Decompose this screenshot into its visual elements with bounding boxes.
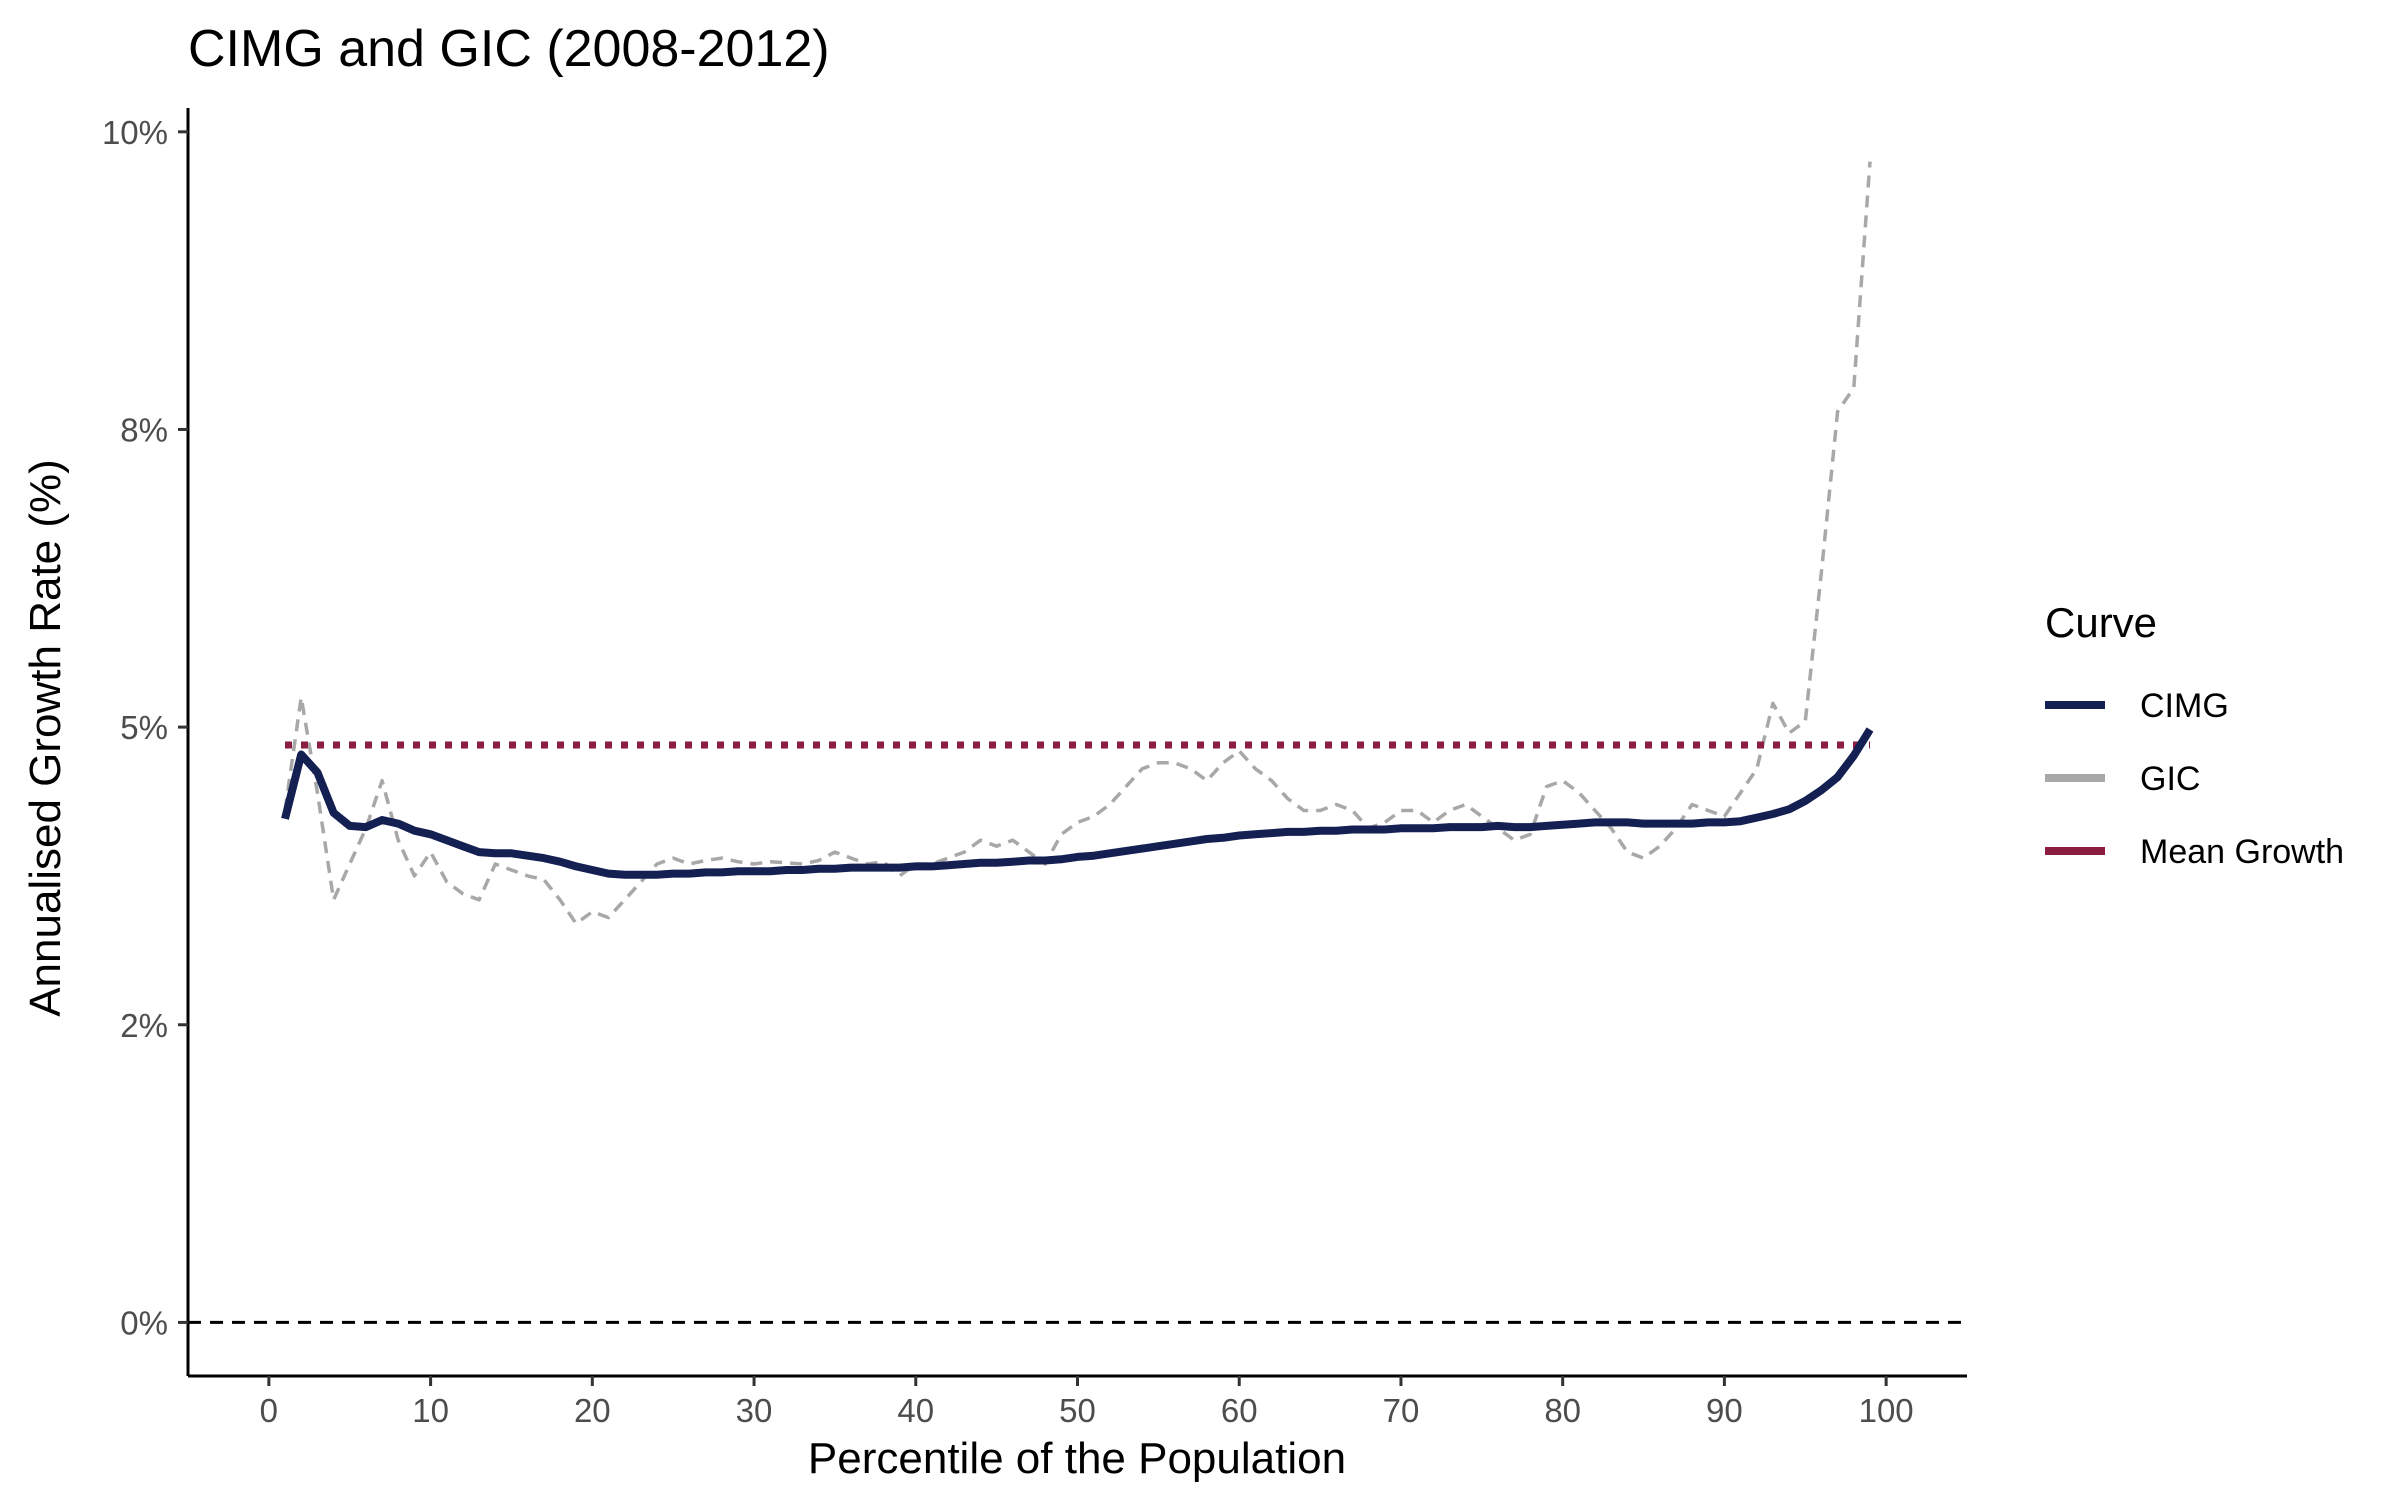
y-axis-ticks: 0% 2% 5% 8% 10% xyxy=(102,114,188,1341)
series-line-gic xyxy=(283,161,1872,926)
legend-label-cimg: CIMG xyxy=(2140,687,2229,725)
y-tick-label: 8% xyxy=(120,411,168,448)
x-tick-label: 70 xyxy=(1383,1392,1420,1429)
y-tick-label: 2% xyxy=(120,1007,168,1044)
plot-area xyxy=(188,161,1967,1324)
x-tick-label: 100 xyxy=(1859,1392,1914,1429)
x-axis-ticks: 0 10 20 30 40 50 60 70 80 90 100 xyxy=(260,1376,1914,1429)
x-tick-label: 60 xyxy=(1221,1392,1258,1429)
y-axis-title: Annualised Growth Rate (%) xyxy=(21,459,70,1017)
x-tick-label: 40 xyxy=(897,1392,934,1429)
series-line-cimg xyxy=(281,727,1874,879)
x-axis-title: Percentile of the Population xyxy=(808,1434,1346,1483)
legend: Curve CIMG GIC Mean Growth xyxy=(2045,599,2344,871)
x-tick-label: 20 xyxy=(574,1392,611,1429)
x-tick-label: 80 xyxy=(1544,1392,1581,1429)
legend-title: Curve xyxy=(2045,599,2157,646)
y-tick-label: 0% xyxy=(120,1304,168,1341)
series-layer xyxy=(281,161,1874,926)
legend-entries: CIMG GIC Mean Growth xyxy=(2045,687,2344,871)
x-tick-label: 90 xyxy=(1706,1392,1743,1429)
x-tick-label: 10 xyxy=(412,1392,449,1429)
legend-label-mean-growth: Mean Growth xyxy=(2140,833,2344,871)
y-tick-label: 5% xyxy=(120,709,168,746)
y-tick-label: 10% xyxy=(102,114,168,151)
x-tick-label: 0 xyxy=(260,1392,278,1429)
x-tick-label: 50 xyxy=(1059,1392,1096,1429)
legend-label-gic: GIC xyxy=(2140,760,2200,798)
x-tick-label: 30 xyxy=(736,1392,773,1429)
chart-title: CIMG and GIC (2008-2012) xyxy=(188,20,830,78)
